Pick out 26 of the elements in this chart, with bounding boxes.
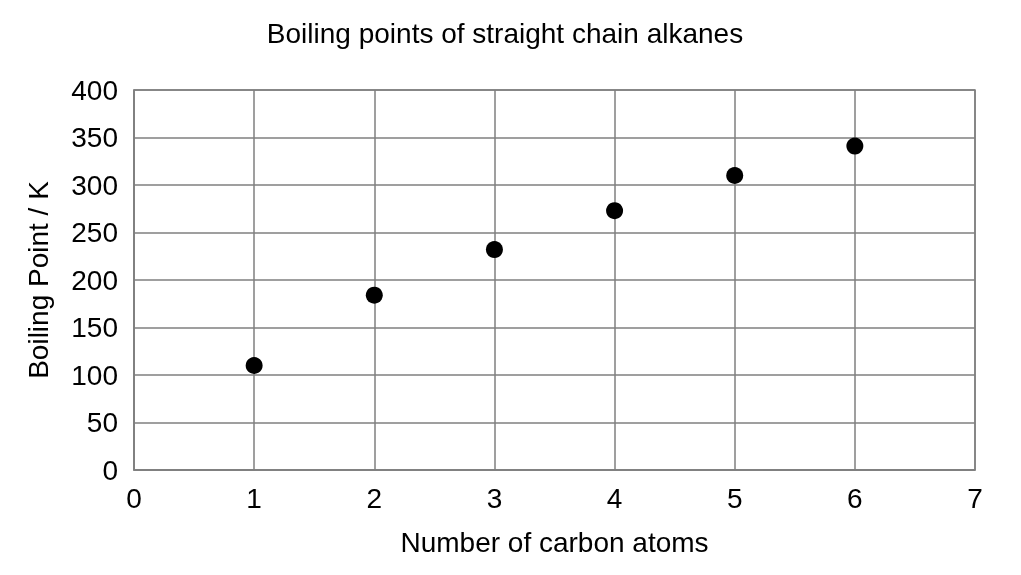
y-tick-label: 400 [71,74,118,106]
point [606,202,624,220]
x-tick-label: 7 [967,482,983,514]
x-tick-label: 2 [366,482,383,514]
y-tick-label: 50 [86,407,118,438]
point [245,357,263,374]
x-axis-title: Number of carbon atoms [400,526,709,558]
y-tick-label: 300 [71,169,118,201]
point [365,286,383,304]
x-tick-label: 1 [246,482,262,514]
x-tick-label: 5 [726,482,743,514]
y-tick-label: 250 [71,217,118,248]
y-axis-title: Boiling Point / K [22,180,54,379]
point [846,137,864,155]
y-tick-label: 100 [71,359,118,391]
x-tick-label: 4 [606,482,623,514]
chart-title: Boiling points of straight chain alkanes [266,17,744,49]
x-tick-label: 6 [847,482,863,514]
point [726,167,744,184]
point [485,241,503,259]
x-tick-label: 3 [486,482,503,514]
y-tick-label: 200 [71,264,118,296]
y-tick-label: 150 [71,312,118,343]
x-tick-label: 0 [126,482,142,514]
y-tick-label: 350 [71,122,118,153]
y-tick-label: 0 [102,454,118,486]
